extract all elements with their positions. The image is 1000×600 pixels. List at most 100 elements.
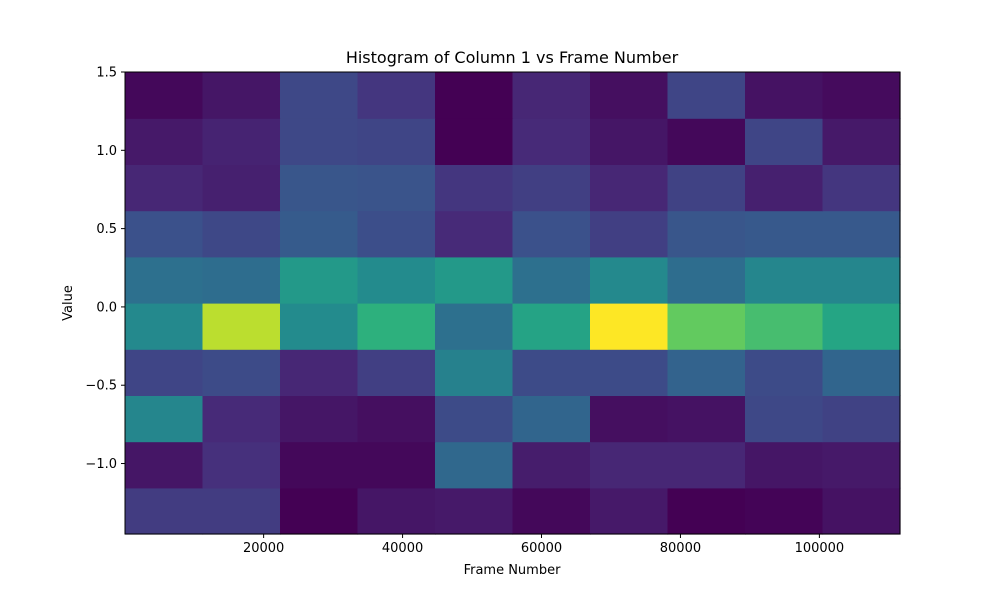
heatmap-cell [280,349,359,396]
heatmap-cell [202,210,281,258]
heatmap-cell [435,256,514,304]
heatmap-cell [745,441,824,489]
heatmap-cell [357,349,436,396]
y-axis-ticks: −1.0 −0.5 0.0 0.5 1.0 1.5 [85,66,125,472]
heatmap-cell [590,487,669,535]
x-tick-label: 20000 [243,541,284,556]
heatmap-cell [202,118,281,165]
heatmap-cell [435,303,514,350]
heatmap-cell [125,441,204,489]
heatmap-cell [280,395,359,443]
heatmap-cell [667,441,746,489]
heatmap-cell [202,395,281,443]
heatmap-cell [745,164,824,212]
chart-title: Histogram of Column 1 vs Frame Number [346,48,679,67]
heatmap-cell [125,72,204,119]
heatmap-cell [280,487,359,535]
heatmap-cell [202,256,281,304]
heatmap-cell [357,441,436,489]
heatmap-cell [435,164,514,212]
heatmap-cell [745,210,824,258]
heatmap-cell [590,441,669,489]
heatmap-cell [202,303,281,350]
heatmap-cell [822,210,901,258]
heatmap-cell [435,349,514,396]
heatmap-cell [280,210,359,258]
heatmap-cell [280,118,359,165]
heatmap-cell [512,118,591,165]
heatmap-cell [745,395,824,443]
y-tick-label: 0.0 [96,300,117,315]
heatmap-cell [822,349,901,396]
heatmap-cell [512,395,591,443]
heatmap-cell [590,118,669,165]
y-tick-label: −0.5 [85,379,117,394]
heatmap-cell [125,118,204,165]
heatmap-cell [745,487,824,535]
heatmap-cell [512,164,591,212]
heatmap-cell [667,210,746,258]
heatmap-cell [822,395,901,443]
heatmap-cell [280,164,359,212]
heatmap-cell [512,349,591,396]
heatmap-cell [435,395,514,443]
x-tick-label: 80000 [660,541,701,556]
heatmap-cell [435,72,514,119]
heatmap-cell [125,256,204,304]
heatmap-cell [667,118,746,165]
heatmap-cell [822,303,901,350]
heatmap-cell [435,118,514,165]
plot-frame [124,71,901,535]
heatmap-cell [512,441,591,489]
heatmap-cell [280,303,359,350]
x-tick-label: 100000 [795,541,845,556]
heatmap-cell [357,303,436,350]
heatmap-cell [667,72,746,119]
heatmap-cell [280,256,359,304]
heatmap-cell [667,349,746,396]
heatmap-cell [125,487,204,535]
heatmap-cell [590,72,669,119]
heatmap-cell [202,72,281,119]
heatmap-cell [822,487,901,535]
heatmap-cell [125,349,204,396]
x-axis-ticks: 20000 40000 60000 80000 100000 [243,534,844,556]
x-tick-label: 60000 [521,541,562,556]
heatmap-cell [357,118,436,165]
y-tick-label: 0.5 [96,222,117,237]
heatmap-cell [590,164,669,212]
heatmap-cell [280,72,359,119]
heatmap-cell [590,256,669,304]
heatmap-cell [202,164,281,212]
heatmap-cell [822,256,901,304]
heatmap-cell [357,72,436,119]
heatmap-cell [667,164,746,212]
heatmap-cell [667,256,746,304]
x-axis-label: Frame Number [464,563,562,578]
heatmap-cell [435,441,514,489]
heatmap-cell [125,303,204,350]
heatmap-cell [822,118,901,165]
heatmap-cell [202,349,281,396]
heatmap-cell [125,210,204,258]
x-tick-label: 40000 [382,541,423,556]
heatmap-cell [512,72,591,119]
heatmap-cell [822,72,901,119]
heatmap-cell [667,303,746,350]
heatmap-cell [667,395,746,443]
heatmap-cell [512,256,591,304]
y-tick-label: −1.0 [85,457,117,472]
heatmap-cell [435,210,514,258]
heatmap-cell [590,303,669,350]
heatmap-cell [357,256,436,304]
heatmap-cell [822,441,901,489]
heatmap-cell [822,164,901,212]
heatmap-cell [590,210,669,258]
heatmap-cell [745,118,824,165]
y-tick-label: 1.5 [96,66,117,81]
heatmap-cell [125,395,204,443]
heatmap-cell [667,487,746,535]
heatmap-cell [357,164,436,212]
heatmap-cell [590,349,669,396]
